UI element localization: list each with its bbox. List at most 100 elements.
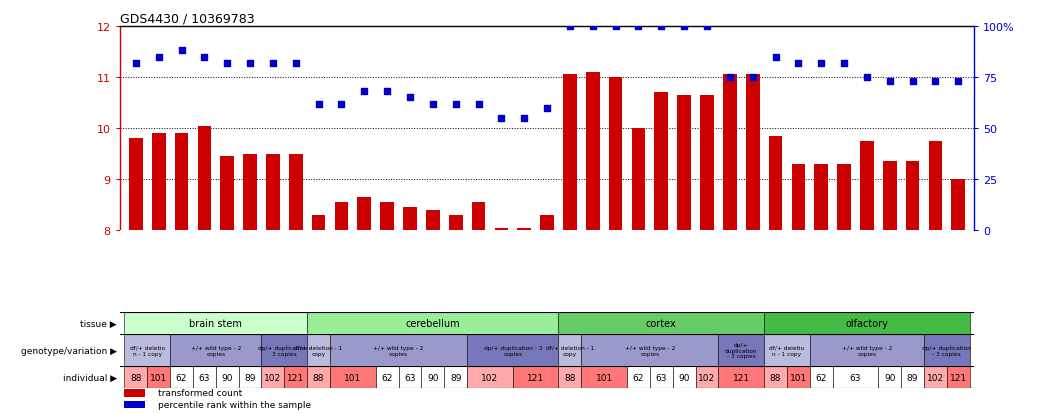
- Bar: [124, 312, 307, 335]
- Point: [150, 54, 167, 61]
- Bar: [700, 96, 714, 231]
- Bar: [398, 366, 421, 389]
- Text: df/+ deletio
n - 1 copy: df/+ deletio n - 1 copy: [129, 345, 165, 356]
- Bar: [792, 164, 805, 231]
- Text: 101: 101: [150, 373, 168, 382]
- Bar: [307, 366, 330, 389]
- Text: 88: 88: [313, 373, 324, 382]
- Bar: [330, 366, 376, 389]
- Bar: [696, 366, 718, 389]
- Text: dp/+ duplication - 3
copies: dp/+ duplication - 3 copies: [483, 345, 542, 356]
- Bar: [472, 203, 486, 231]
- Text: +/+ wild type - 2
copies: +/+ wild type - 2 copies: [842, 345, 892, 356]
- Bar: [540, 216, 554, 231]
- Bar: [193, 366, 216, 389]
- Text: 88: 88: [770, 373, 782, 382]
- Point: [173, 48, 190, 55]
- Bar: [513, 366, 559, 389]
- Bar: [376, 366, 398, 389]
- Text: 90: 90: [678, 373, 690, 382]
- Bar: [198, 126, 212, 231]
- Bar: [152, 134, 166, 231]
- Text: 90: 90: [427, 373, 439, 382]
- Text: +/+ wild type - 2
copies: +/+ wild type - 2 copies: [373, 345, 424, 356]
- Bar: [810, 335, 924, 366]
- Point: [424, 101, 441, 108]
- Text: 89: 89: [907, 373, 918, 382]
- Bar: [124, 335, 170, 366]
- Point: [721, 74, 738, 81]
- Text: brain stem: brain stem: [190, 318, 242, 328]
- Text: df/+ deletio
n - 1 copy: df/+ deletio n - 1 copy: [769, 345, 804, 356]
- Text: 62: 62: [632, 373, 644, 382]
- Text: dp/+ duplication -
3 copies: dp/+ duplication - 3 copies: [257, 345, 311, 356]
- Point: [813, 60, 829, 67]
- Text: 63: 63: [199, 373, 210, 382]
- Bar: [426, 210, 440, 231]
- Bar: [559, 366, 581, 389]
- Bar: [924, 335, 970, 366]
- Point: [927, 78, 944, 85]
- Point: [676, 24, 693, 30]
- Bar: [673, 366, 696, 389]
- Bar: [559, 312, 764, 335]
- Bar: [467, 366, 513, 389]
- Text: 63: 63: [404, 373, 416, 382]
- Bar: [609, 78, 622, 231]
- Text: 102: 102: [698, 373, 716, 382]
- Bar: [289, 154, 302, 231]
- Point: [379, 89, 396, 95]
- Bar: [723, 75, 737, 231]
- Bar: [951, 180, 965, 231]
- Text: dp/+ duplication
- 3 copies: dp/+ duplication - 3 copies: [922, 345, 971, 356]
- Bar: [284, 366, 307, 389]
- Bar: [787, 366, 810, 389]
- Bar: [928, 142, 942, 231]
- Bar: [581, 335, 718, 366]
- Bar: [517, 228, 531, 231]
- Text: 121: 121: [949, 373, 967, 382]
- Bar: [650, 366, 673, 389]
- Text: 63: 63: [849, 373, 862, 382]
- Bar: [403, 208, 417, 231]
- Bar: [495, 228, 508, 231]
- Bar: [677, 96, 691, 231]
- Point: [585, 24, 601, 30]
- Bar: [129, 139, 143, 231]
- Text: percentile rank within the sample: percentile rank within the sample: [158, 400, 312, 409]
- Bar: [239, 366, 262, 389]
- Bar: [170, 366, 193, 389]
- Bar: [559, 335, 581, 366]
- Point: [630, 24, 647, 30]
- Bar: [905, 162, 919, 231]
- Bar: [627, 366, 650, 389]
- Point: [790, 60, 807, 67]
- Bar: [764, 312, 970, 335]
- Text: 62: 62: [381, 373, 393, 382]
- Point: [836, 60, 852, 67]
- Point: [950, 78, 967, 85]
- Bar: [357, 197, 371, 231]
- Bar: [147, 366, 170, 389]
- Bar: [243, 154, 257, 231]
- Point: [539, 105, 555, 112]
- Text: +/+ wild type - 2
copies: +/+ wild type - 2 copies: [191, 345, 241, 356]
- Bar: [764, 366, 787, 389]
- Point: [470, 101, 487, 108]
- Text: 101: 101: [790, 373, 807, 382]
- Bar: [307, 312, 559, 335]
- Text: 63: 63: [655, 373, 667, 382]
- Point: [859, 74, 875, 81]
- Text: 101: 101: [344, 373, 362, 382]
- Bar: [769, 136, 783, 231]
- Point: [219, 60, 235, 67]
- Bar: [307, 335, 330, 366]
- Bar: [220, 157, 234, 231]
- Bar: [810, 366, 833, 389]
- Bar: [718, 335, 764, 366]
- Bar: [330, 335, 467, 366]
- Text: 102: 102: [927, 373, 944, 382]
- Text: 88: 88: [564, 373, 575, 382]
- Text: 121: 121: [733, 373, 750, 382]
- Bar: [124, 366, 147, 389]
